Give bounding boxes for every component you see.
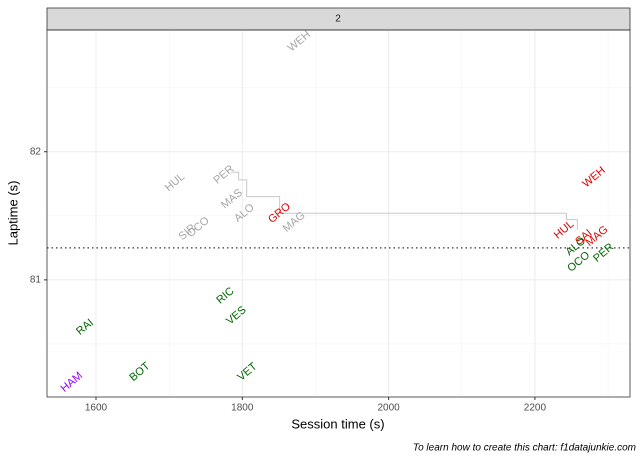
x-tick-label: 2200	[524, 403, 547, 414]
panel-border	[46, 29, 631, 398]
point-label: RAI	[74, 317, 96, 338]
point-label: RIC	[214, 285, 236, 306]
point-label: WEH	[286, 29, 313, 55]
facet-label: 2	[335, 14, 341, 25]
y-tick-label: 82	[30, 146, 42, 157]
caption: To learn how to create this chart: f1dat…	[413, 443, 636, 454]
x-tick-label: 2000	[377, 403, 400, 414]
point-label: BOT	[127, 360, 152, 384]
step-line	[231, 171, 578, 230]
point-label: WEH	[580, 164, 607, 190]
point-label: VES	[224, 304, 249, 327]
x-axis-title: Session time (s)	[291, 416, 384, 431]
point-label: HUL	[163, 171, 188, 194]
y-axis-title: Laptime (s)	[5, 180, 20, 245]
x-tick-label: 1600	[85, 403, 108, 414]
point-label: HAM	[59, 370, 85, 395]
x-tick-label: 1800	[231, 403, 254, 414]
point-label: PER	[211, 163, 236, 187]
point-label: OCO	[185, 214, 212, 240]
point-label: VET	[235, 360, 259, 383]
point-label: ALO	[232, 201, 257, 225]
y-tick-label: 81	[30, 275, 42, 286]
